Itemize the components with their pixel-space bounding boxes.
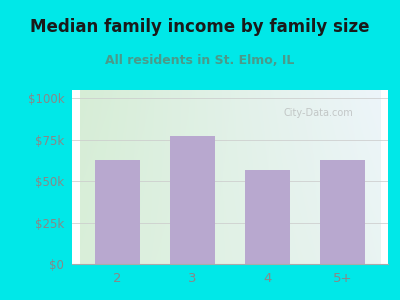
Text: All residents in St. Elmo, IL: All residents in St. Elmo, IL — [105, 54, 295, 67]
Bar — [320, 160, 366, 264]
Bar — [94, 160, 140, 264]
Bar — [245, 169, 290, 264]
Text: City-Data.com: City-Data.com — [284, 108, 353, 118]
Text: Median family income by family size: Median family income by family size — [30, 18, 370, 36]
Bar — [170, 136, 215, 264]
